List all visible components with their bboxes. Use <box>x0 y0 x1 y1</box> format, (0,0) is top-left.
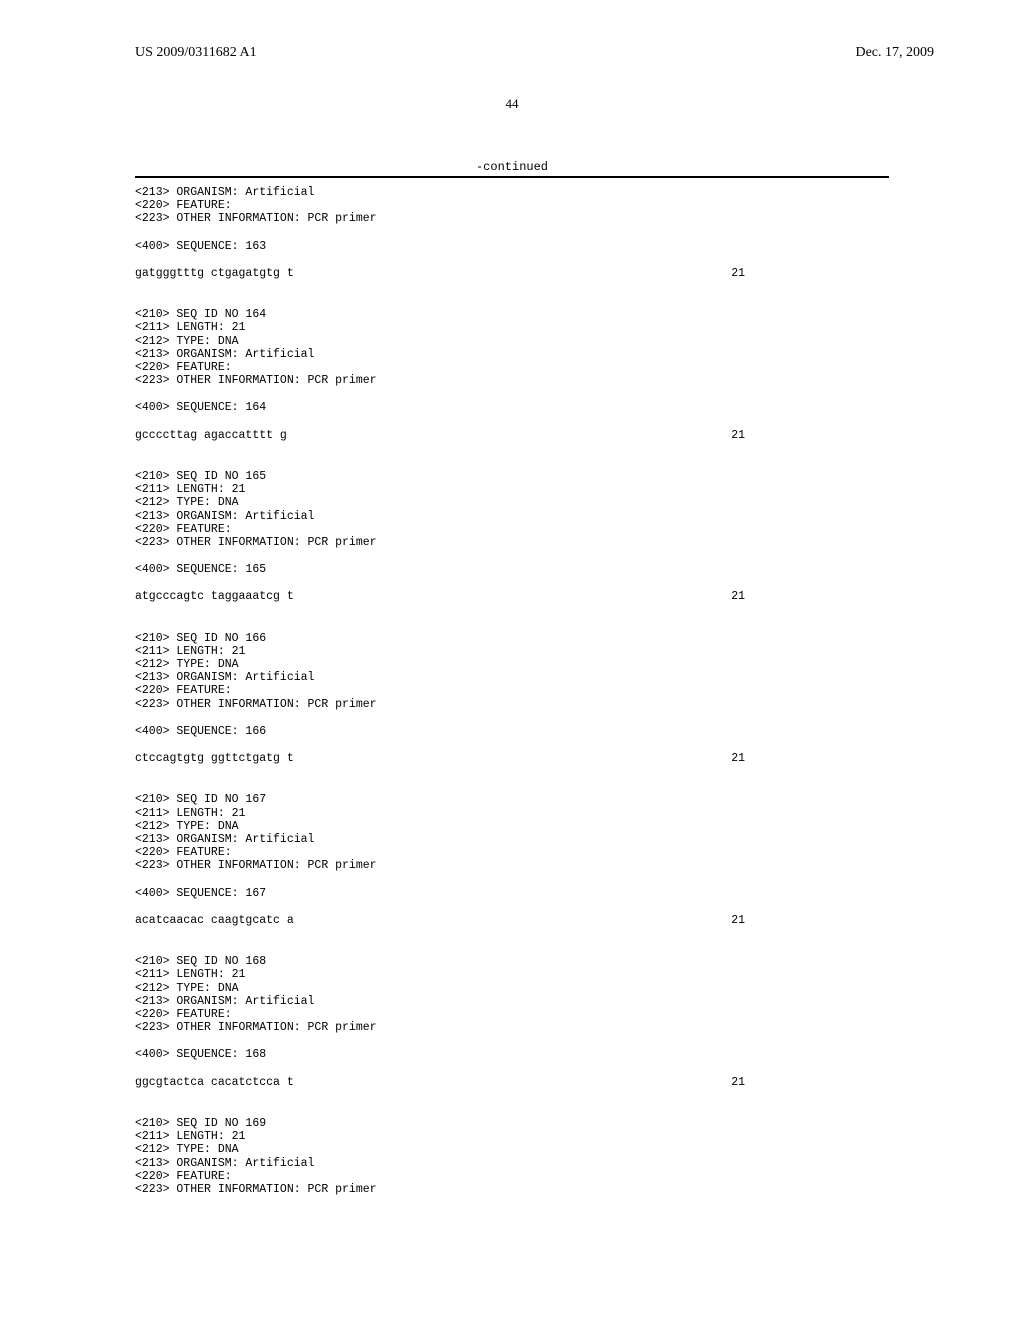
sequence-header-line: <400> SEQUENCE: 164 <box>135 401 889 414</box>
sequence-annotation: <213> ORGANISM: Artificial<220> FEATURE:… <box>135 186 889 226</box>
sequence-bases: atgcccagtc taggaaatcg t <box>135 590 294 603</box>
sequence-bases: gccccttag agaccatttt g <box>135 429 287 442</box>
sequence-bases: ctccagtgtg ggttctgatg t <box>135 752 294 765</box>
sequence-length: 21 <box>731 752 745 765</box>
annotation-line: <210> SEQ ID NO 166 <box>135 632 889 645</box>
sequence-length: 21 <box>731 267 745 280</box>
annotation-line: <220> FEATURE: <box>135 361 889 374</box>
page-header: US 2009/0311682 A1 Dec. 17, 2009 <box>0 0 1024 61</box>
sequence-data-row: ggcgtactca cacatctcca t 21 <box>135 1076 745 1089</box>
sequence-header-line: <400> SEQUENCE: 165 <box>135 563 889 576</box>
annotation-line: <212> TYPE: DNA <box>135 335 889 348</box>
annotation-line: <213> ORGANISM: Artificial <box>135 833 889 846</box>
annotation-line: <223> OTHER INFORMATION: PCR primer <box>135 1183 889 1196</box>
annotation-line: <211> LENGTH: 21 <box>135 968 889 981</box>
annotation-line: <220> FEATURE: <box>135 523 889 536</box>
publication-number: US 2009/0311682 A1 <box>135 45 257 61</box>
annotation-line: <210> SEQ ID NO 167 <box>135 793 889 806</box>
sequence-block: <210> SEQ ID NO 167<211> LENGTH: 21<212>… <box>135 793 889 927</box>
annotation-line: <220> FEATURE: <box>135 846 889 859</box>
sequence-block: <210> SEQ ID NO 166<211> LENGTH: 21<212>… <box>135 632 889 766</box>
publication-date: Dec. 17, 2009 <box>855 45 934 61</box>
annotation-line: <211> LENGTH: 21 <box>135 645 889 658</box>
sequence-bases: gatgggtttg ctgagatgtg t <box>135 267 294 280</box>
sequence-header-line: <400> SEQUENCE: 166 <box>135 725 889 738</box>
sequence-length: 21 <box>731 429 745 442</box>
continued-label: -continued <box>0 160 1024 174</box>
annotation-line: <212> TYPE: DNA <box>135 820 889 833</box>
annotation-line: <223> OTHER INFORMATION: PCR primer <box>135 374 889 387</box>
annotation-line: <212> TYPE: DNA <box>135 982 889 995</box>
sequence-annotation: <210> SEQ ID NO 164<211> LENGTH: 21<212>… <box>135 308 889 387</box>
annotation-line: <223> OTHER INFORMATION: PCR primer <box>135 536 889 549</box>
sequence-listing-content: <213> ORGANISM: Artificial<220> FEATURE:… <box>0 178 1024 1196</box>
sequence-data-row: atgcccagtc taggaaatcg t 21 <box>135 590 745 603</box>
annotation-line: <223> OTHER INFORMATION: PCR primer <box>135 859 889 872</box>
annotation-line: <223> OTHER INFORMATION: PCR primer <box>135 1021 889 1034</box>
sequence-block: <210> SEQ ID NO 169<211> LENGTH: 21<212>… <box>135 1117 889 1196</box>
sequence-block: <210> SEQ ID NO 164<211> LENGTH: 21<212>… <box>135 308 889 442</box>
annotation-line: <213> ORGANISM: Artificial <box>135 348 889 361</box>
annotation-line: <213> ORGANISM: Artificial <box>135 186 889 199</box>
sequence-length: 21 <box>731 1076 745 1089</box>
annotation-line: <210> SEQ ID NO 169 <box>135 1117 889 1130</box>
annotation-line: <220> FEATURE: <box>135 199 889 212</box>
sequence-bases: ggcgtactca cacatctcca t <box>135 1076 294 1089</box>
annotation-line: <213> ORGANISM: Artificial <box>135 1157 889 1170</box>
annotation-line: <210> SEQ ID NO 165 <box>135 470 889 483</box>
annotation-line: <212> TYPE: DNA <box>135 496 889 509</box>
sequence-data-row: gccccttag agaccatttt g 21 <box>135 429 745 442</box>
annotation-line: <220> FEATURE: <box>135 1008 889 1021</box>
annotation-line: <211> LENGTH: 21 <box>135 483 889 496</box>
sequence-annotation: <210> SEQ ID NO 166<211> LENGTH: 21<212>… <box>135 632 889 711</box>
sequence-block: <213> ORGANISM: Artificial<220> FEATURE:… <box>135 186 889 280</box>
sequence-data-row: gatgggtttg ctgagatgtg t 21 <box>135 267 745 280</box>
annotation-line: <211> LENGTH: 21 <box>135 807 889 820</box>
sequence-bases: acatcaacac caagtgcatc a <box>135 914 294 927</box>
sequence-data-row: acatcaacac caagtgcatc a 21 <box>135 914 745 927</box>
annotation-line: <223> OTHER INFORMATION: PCR primer <box>135 212 889 225</box>
sequence-annotation: <210> SEQ ID NO 167<211> LENGTH: 21<212>… <box>135 793 889 872</box>
annotation-line: <210> SEQ ID NO 168 <box>135 955 889 968</box>
sequence-block: <210> SEQ ID NO 168<211> LENGTH: 21<212>… <box>135 955 889 1089</box>
sequence-annotation: <210> SEQ ID NO 169<211> LENGTH: 21<212>… <box>135 1117 889 1196</box>
sequence-header-line: <400> SEQUENCE: 167 <box>135 887 889 900</box>
sequence-length: 21 <box>731 590 745 603</box>
page-number: 44 <box>0 96 1024 112</box>
sequence-header-line: <400> SEQUENCE: 168 <box>135 1048 889 1061</box>
sequence-block: <210> SEQ ID NO 165<211> LENGTH: 21<212>… <box>135 470 889 604</box>
sequence-length: 21 <box>731 914 745 927</box>
sequence-header-line: <400> SEQUENCE: 163 <box>135 240 889 253</box>
annotation-line: <211> LENGTH: 21 <box>135 1130 889 1143</box>
annotation-line: <212> TYPE: DNA <box>135 1143 889 1156</box>
annotation-line: <220> FEATURE: <box>135 1170 889 1183</box>
annotation-line: <213> ORGANISM: Artificial <box>135 995 889 1008</box>
sequence-annotation: <210> SEQ ID NO 165<211> LENGTH: 21<212>… <box>135 470 889 549</box>
annotation-line: <223> OTHER INFORMATION: PCR primer <box>135 698 889 711</box>
annotation-line: <220> FEATURE: <box>135 684 889 697</box>
annotation-line: <211> LENGTH: 21 <box>135 321 889 334</box>
sequence-annotation: <210> SEQ ID NO 168<211> LENGTH: 21<212>… <box>135 955 889 1034</box>
sequence-data-row: ctccagtgtg ggttctgatg t 21 <box>135 752 745 765</box>
annotation-line: <213> ORGANISM: Artificial <box>135 510 889 523</box>
annotation-line: <210> SEQ ID NO 164 <box>135 308 889 321</box>
annotation-line: <213> ORGANISM: Artificial <box>135 671 889 684</box>
annotation-line: <212> TYPE: DNA <box>135 658 889 671</box>
